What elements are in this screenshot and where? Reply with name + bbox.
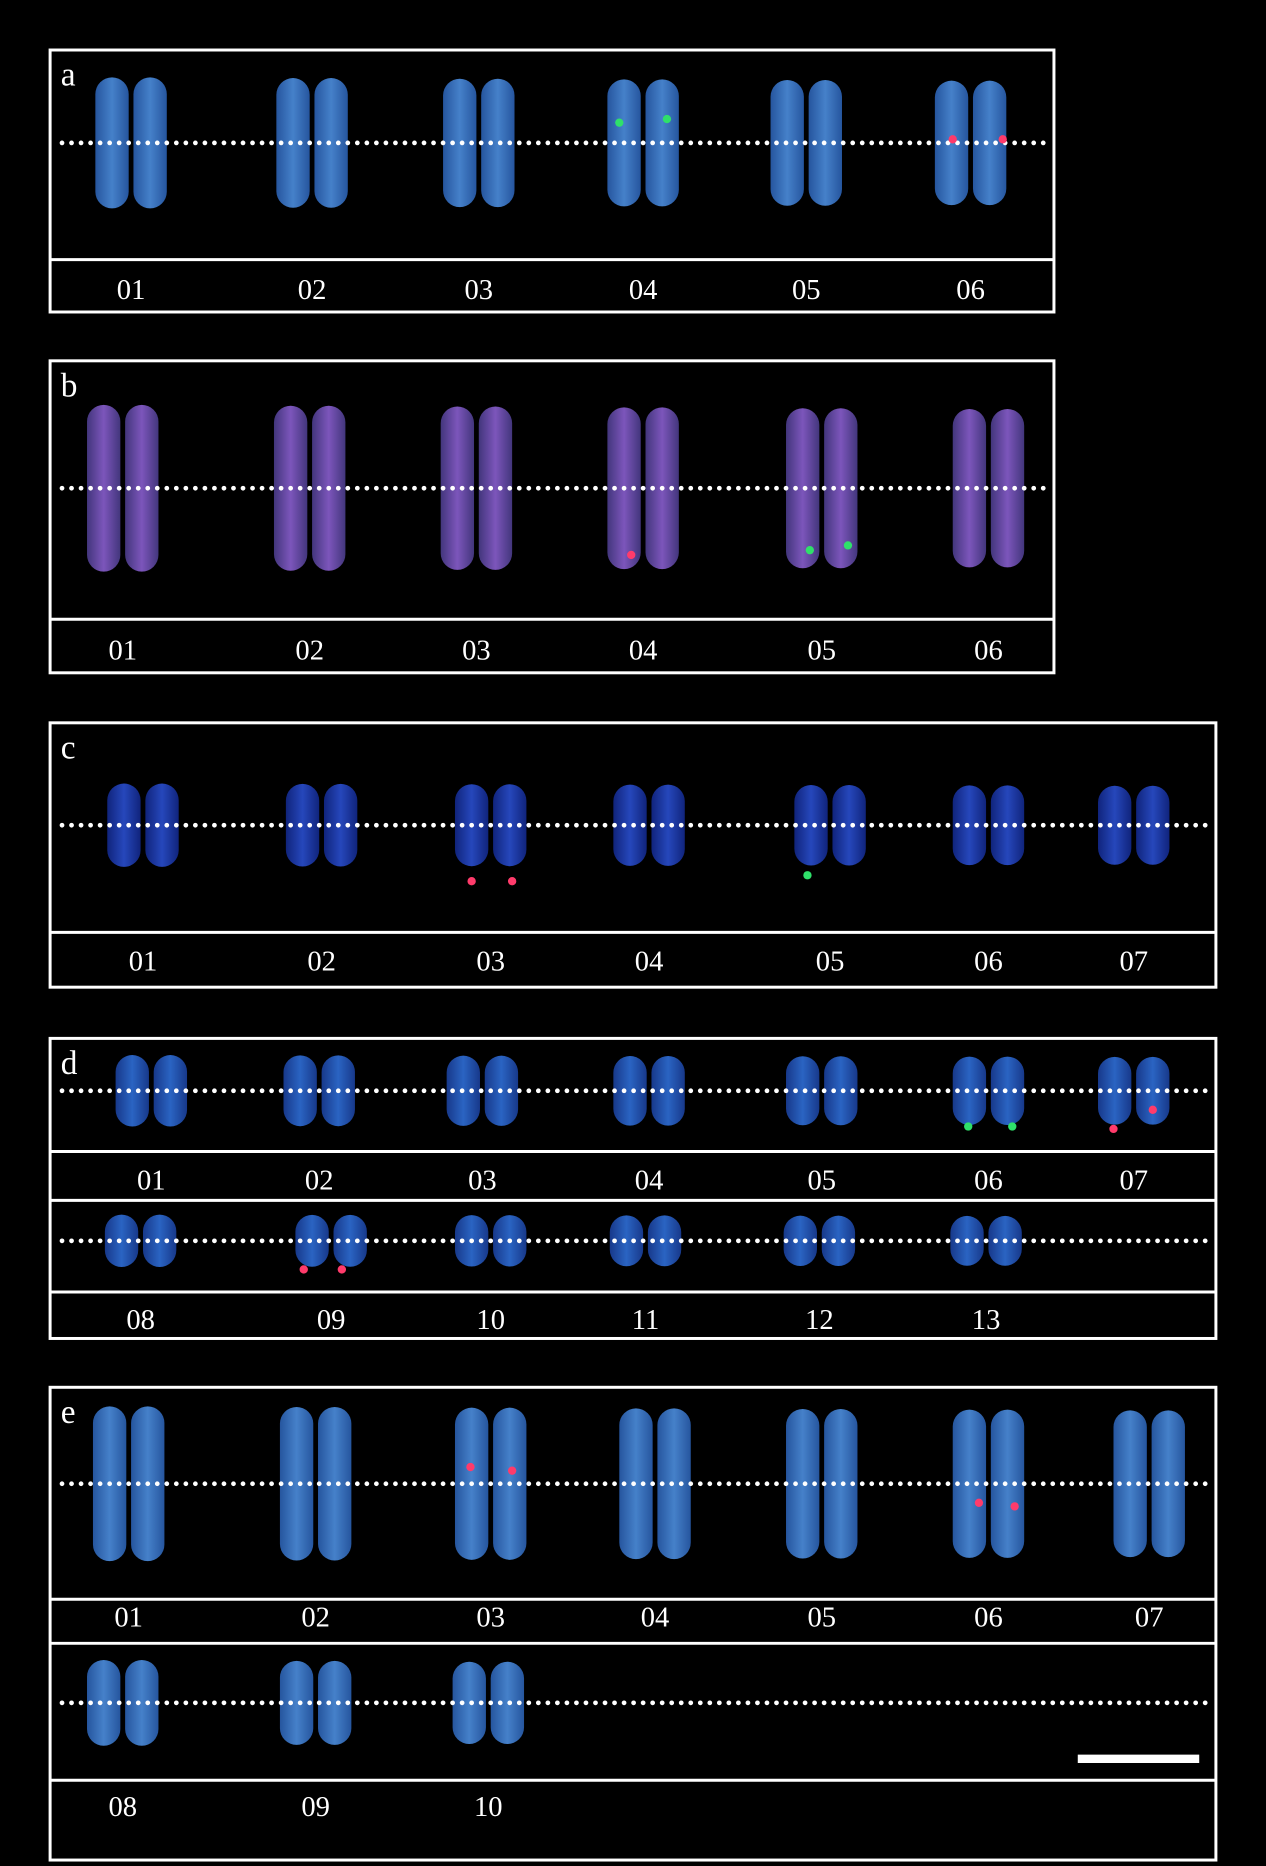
chromosome-number: 01 [114, 1603, 143, 1634]
chromosome-number: 04 [629, 636, 658, 667]
panel-letter: d [61, 1045, 78, 1082]
signal [844, 541, 852, 549]
chromosome-number: 04 [629, 275, 658, 306]
chromosome-number: 01 [117, 275, 146, 306]
chromosome-number: 03 [468, 1166, 497, 1197]
signal [338, 1265, 346, 1273]
chromosome-number: 06 [956, 275, 985, 306]
chromosome-number: 05 [807, 636, 836, 667]
chromosome [822, 1216, 855, 1266]
chromosome-number: 02 [305, 1166, 334, 1197]
signal [1010, 1502, 1018, 1510]
chromosome-number: 06 [974, 1603, 1003, 1634]
chromosome-number: 03 [465, 275, 494, 306]
chromosome [479, 407, 512, 570]
chromosome-number: 10 [474, 1792, 503, 1823]
chromosome-number: 06 [974, 1166, 1003, 1197]
chromosome-number: 09 [301, 1792, 330, 1823]
signal [663, 115, 671, 123]
signal [615, 118, 623, 126]
signal [467, 877, 475, 885]
panel-letter: c [61, 730, 76, 767]
chromosome-number: 02 [307, 947, 336, 978]
signal [466, 1463, 474, 1471]
chromosome [441, 407, 474, 570]
chromosome [1098, 786, 1131, 865]
chromosome [784, 1216, 817, 1266]
chromosome-number: 04 [635, 947, 664, 978]
chromosome-number: 03 [476, 947, 505, 978]
chromosome [1098, 1057, 1131, 1125]
chromosome-number: 12 [805, 1305, 834, 1336]
chromosome-number: 01 [129, 947, 158, 978]
chromosome [1136, 1057, 1169, 1125]
signal [975, 1499, 983, 1507]
chromosome-number: 02 [298, 275, 327, 306]
chromosome-number: 06 [974, 947, 1003, 978]
signal [806, 546, 814, 554]
signal [508, 1466, 516, 1474]
chromosome-number: 07 [1119, 947, 1148, 978]
chromosome-number: 03 [462, 636, 491, 667]
chromosome-number: 07 [1135, 1603, 1164, 1634]
chromosome-number: 05 [807, 1603, 836, 1634]
chromosome-number: 05 [792, 275, 821, 306]
signal [300, 1265, 308, 1273]
chromosome [107, 784, 140, 867]
chromosome-number: 11 [632, 1305, 660, 1336]
signal [949, 135, 957, 143]
chromosome-number: 04 [641, 1603, 670, 1634]
chromosome-number: 07 [1119, 1166, 1148, 1197]
chromosome-number: 09 [317, 1305, 346, 1336]
signal [1149, 1106, 1157, 1114]
chromosome-number: 02 [301, 1603, 330, 1634]
signal [964, 1122, 972, 1130]
chromosome-number: 05 [807, 1166, 836, 1197]
panel-letter: e [61, 1394, 76, 1431]
figure: a 01 02 03 04 05 06 b 01 02 03 04 05 06 c 01 02 03 04 05 06 0… [0, 0, 1266, 1866]
chromosome-number: 08 [126, 1305, 155, 1336]
signal [803, 871, 811, 879]
chromosome [145, 784, 178, 867]
chromosome-number: 10 [476, 1305, 505, 1336]
chromosome [1136, 786, 1169, 865]
signal [999, 135, 1007, 143]
panel-letter: b [61, 368, 78, 405]
chromosome-number: 05 [816, 947, 845, 978]
chromosome-number: 01 [108, 636, 137, 667]
signal [508, 877, 516, 885]
chromosome-number: 03 [476, 1603, 505, 1634]
chromosome-number: 04 [635, 1166, 664, 1197]
chromosome-number: 01 [137, 1166, 166, 1197]
chromosome-number: 13 [972, 1305, 1001, 1336]
panel-letter: a [61, 57, 76, 94]
signal [1109, 1125, 1117, 1133]
chromosome-number: 02 [295, 636, 324, 667]
chromosome-number: 06 [974, 636, 1003, 667]
signal [1008, 1122, 1016, 1130]
chromosome-number: 08 [108, 1792, 137, 1823]
signal [627, 551, 635, 559]
